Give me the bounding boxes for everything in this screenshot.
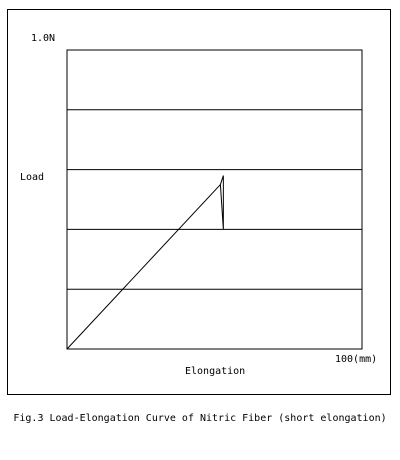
grid-lines bbox=[67, 109, 362, 290]
figure-caption: Fig.3 Load-Elongation Curve of Nitric Fi… bbox=[13, 413, 387, 424]
figure-frame bbox=[7, 9, 391, 395]
series-line-1 bbox=[66, 184, 221, 350]
series-lines bbox=[66, 175, 224, 350]
x-axis-label: Elongation bbox=[185, 366, 246, 377]
y-axis-label: Load bbox=[20, 172, 45, 183]
plot-box bbox=[66, 49, 363, 350]
series-line-2 bbox=[219, 175, 224, 230]
y-max-label: 1.0N bbox=[31, 33, 56, 44]
x-max-label: 100(mm) bbox=[335, 354, 378, 365]
